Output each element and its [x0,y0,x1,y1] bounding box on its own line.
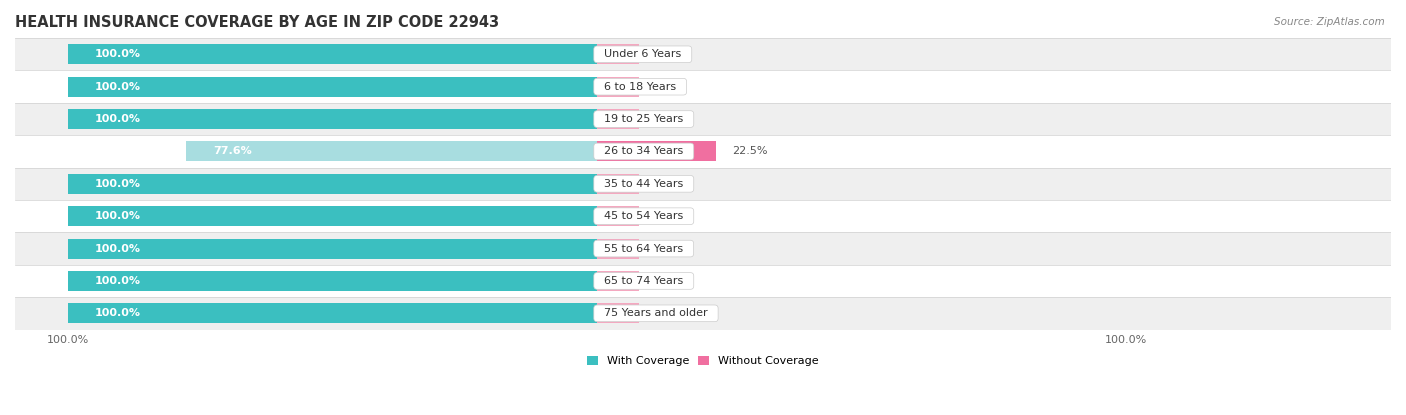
Bar [67,271,598,291]
Bar [598,239,640,259]
Text: 22.5%: 22.5% [733,146,768,156]
Bar [15,38,1391,71]
Text: 0.0%: 0.0% [655,244,683,254]
Text: 0.0%: 0.0% [655,82,683,92]
Text: 100.0%: 100.0% [94,82,141,92]
Text: 77.6%: 77.6% [212,146,252,156]
Bar [67,174,598,194]
Text: 0.0%: 0.0% [655,114,683,124]
Text: 19 to 25 Years: 19 to 25 Years [598,114,690,124]
Text: 0.0%: 0.0% [655,211,683,221]
Legend: With Coverage, Without Coverage: With Coverage, Without Coverage [582,351,824,371]
Text: HEALTH INSURANCE COVERAGE BY AGE IN ZIP CODE 22943: HEALTH INSURANCE COVERAGE BY AGE IN ZIP … [15,15,499,30]
Bar [187,142,598,161]
Bar [67,44,598,64]
Bar [15,71,1391,103]
Text: Under 6 Years: Under 6 Years [598,49,689,59]
Bar [598,142,716,161]
Text: 100.0%: 100.0% [94,244,141,254]
Bar [598,271,640,291]
Bar [67,239,598,259]
Text: 100.0%: 100.0% [94,308,141,318]
Text: 26 to 34 Years: 26 to 34 Years [598,146,690,156]
Bar [67,303,598,323]
Bar [15,200,1391,232]
Bar [15,265,1391,297]
Text: 0.0%: 0.0% [655,179,683,189]
Text: 100.0%: 100.0% [94,211,141,221]
Text: 6 to 18 Years: 6 to 18 Years [598,82,683,92]
Bar [15,232,1391,265]
Bar [15,297,1391,330]
Text: 35 to 44 Years: 35 to 44 Years [598,179,690,189]
Bar [15,135,1391,168]
Bar [598,109,640,129]
Text: 55 to 64 Years: 55 to 64 Years [598,244,690,254]
Bar [15,168,1391,200]
Text: 0.0%: 0.0% [655,276,683,286]
Text: 100.0%: 100.0% [94,114,141,124]
Text: 0.0%: 0.0% [655,49,683,59]
Bar [598,77,640,97]
Bar [598,206,640,226]
Bar [67,77,598,97]
Text: 45 to 54 Years: 45 to 54 Years [598,211,690,221]
Text: 100.0%: 100.0% [94,49,141,59]
Bar [15,103,1391,135]
Text: 100.0%: 100.0% [94,276,141,286]
Text: 0.0%: 0.0% [655,308,683,318]
Bar [67,109,598,129]
Text: 65 to 74 Years: 65 to 74 Years [598,276,690,286]
Text: 100.0%: 100.0% [94,179,141,189]
Bar [598,303,640,323]
Bar [598,174,640,194]
Bar [67,206,598,226]
Bar [598,44,640,64]
Text: Source: ZipAtlas.com: Source: ZipAtlas.com [1274,17,1385,27]
Text: 75 Years and older: 75 Years and older [598,308,714,318]
